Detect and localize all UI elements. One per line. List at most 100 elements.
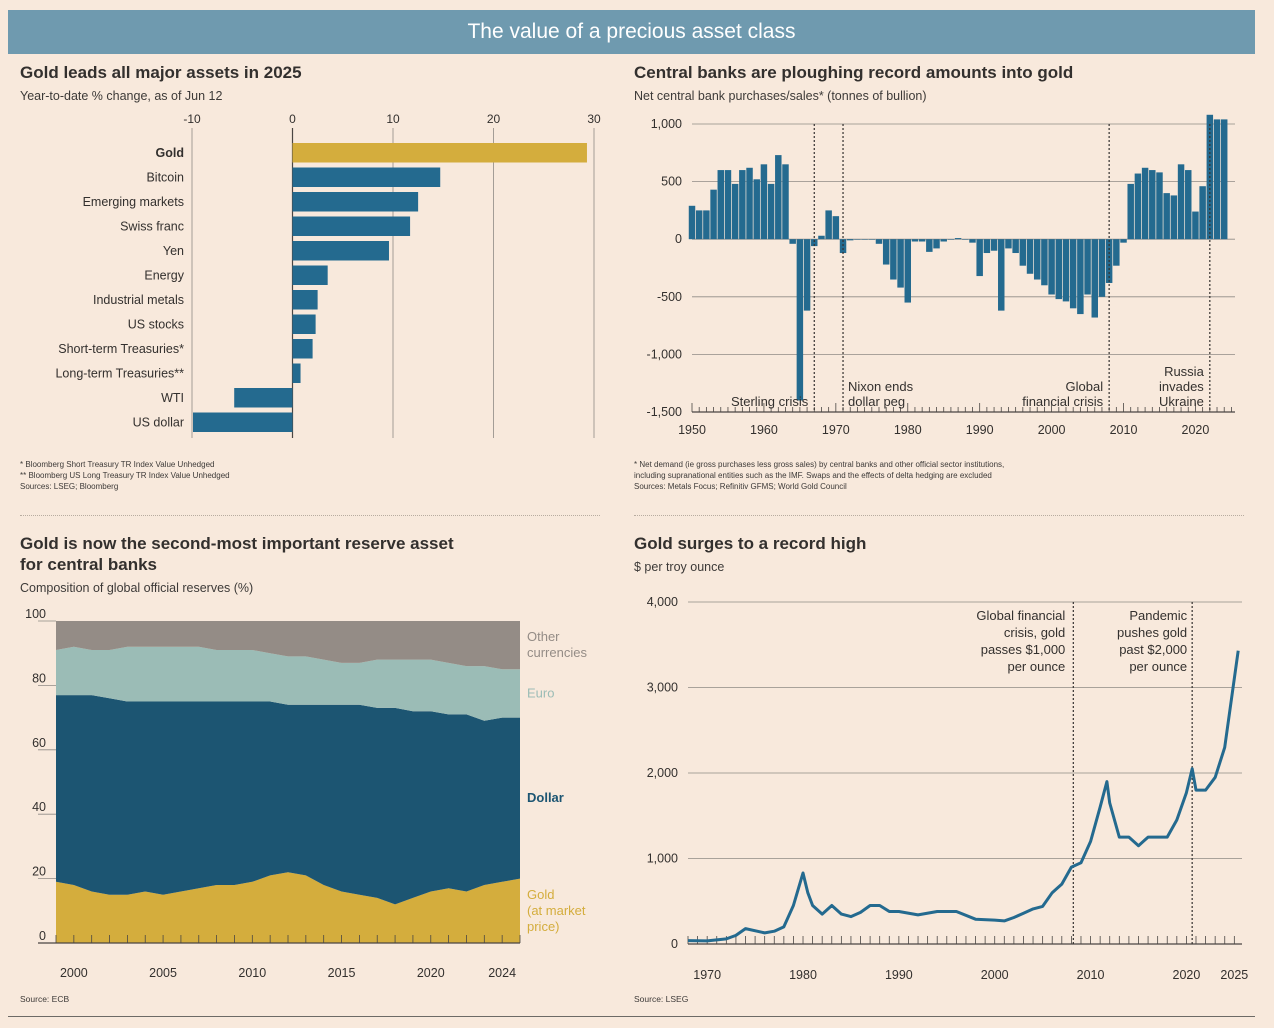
bar-year-1972 — [846, 239, 854, 241]
bar-year-1987 — [954, 238, 962, 240]
tick-label-x-2020: 2020 — [1182, 423, 1210, 437]
tick-label-x-2025: 2025 — [1220, 968, 1248, 982]
tick-label-y-60: 60 — [32, 736, 46, 750]
tick-label-x-2015: 2015 — [328, 966, 356, 980]
panel-reserves-header: Gold is now the second-most important re… — [20, 533, 610, 595]
bar-year-1971 — [839, 239, 847, 254]
bar-year-2002 — [1062, 239, 1070, 302]
tick-label-x-2010: 2010 — [238, 966, 266, 980]
tick-label-y-0: 0 — [671, 937, 678, 951]
central-bank-bar-chart: 1,000 500 0 -500 -1,000 -1,500 1950 1960 1970 198… — [647, 114, 1235, 437]
price-chart-source: Source: LSEG — [634, 994, 689, 1004]
gold-price-line — [687, 650, 1240, 943]
tick-label-y--1500: -1,500 — [647, 405, 682, 419]
category-label-yen: Yen — [163, 244, 184, 258]
tick-label-x-1950: 1950 — [678, 423, 706, 437]
bar-year-2011 — [1127, 183, 1134, 240]
bar-year-2013 — [1141, 167, 1149, 240]
reserves-area-chart: 0 20 40 60 80 100 2000 2005 2010 2015 2020 2024 Gold… — [25, 607, 587, 980]
category-label-us-dollar: US dollar — [133, 416, 184, 430]
series-label-gold-at-market-price: Gold (at market price) — [527, 887, 586, 934]
category-label-emerging-markets: Emerging markets — [83, 195, 184, 209]
bar-year-1960 — [760, 164, 768, 240]
bar-year-1989 — [969, 239, 976, 243]
tick-label-x-2020: 2020 — [1173, 968, 1201, 982]
bar-year-1980 — [904, 239, 911, 303]
tick-label-x-2024: 2024 — [488, 966, 516, 980]
panel-central-header: Central banks are ploughing record amoun… — [634, 62, 1254, 103]
bar-year-1978 — [890, 239, 897, 280]
bar-year-2003 — [1069, 239, 1077, 309]
tick-label-y--500: -500 — [657, 290, 682, 304]
category-label-long-term-treasuries: Long-term Treasuries** — [55, 367, 184, 381]
bar-year-2004 — [1077, 239, 1084, 315]
tick-label-x-20: 20 — [487, 112, 501, 126]
bar-year-1997 — [1026, 239, 1034, 274]
annotation-label-1: Nixon ends dollar peg — [848, 379, 914, 409]
bar-year-2009 — [1113, 239, 1120, 266]
tick-label-x-30: 30 — [587, 112, 601, 126]
annotation-label-0: Sterling crisis — [731, 394, 809, 409]
bar-year-1994 — [1005, 239, 1012, 249]
tick-label-y-40: 40 — [32, 800, 46, 814]
bar-gold — [292, 143, 587, 163]
bar-year-1962 — [775, 155, 782, 240]
tick-label-x-2000: 2000 — [981, 968, 1009, 982]
bar-year-1973 — [854, 239, 861, 240]
bar-year-1963 — [782, 164, 789, 240]
reserves-chart-title: Gold is now the second-most important re… — [20, 534, 454, 574]
bar-year-2018 — [1177, 164, 1185, 240]
bar-year-2021 — [1199, 186, 1206, 240]
bar-emerging-markets — [292, 192, 419, 212]
bar-year-1999 — [1041, 239, 1048, 286]
bar-year-1964 — [789, 239, 796, 244]
tick-label-y-20: 20 — [32, 865, 46, 879]
bar-year-1998 — [1033, 239, 1041, 280]
bar-year-2024 — [1220, 119, 1228, 240]
bar-year-1984 — [933, 239, 940, 249]
tick-label-x-2005: 2005 — [149, 966, 177, 980]
category-label-bitcoin: Bitcoin — [146, 171, 184, 185]
tick-label-x-1970: 1970 — [693, 968, 721, 982]
bar-year-1991 — [983, 239, 991, 254]
tick-label-x-1990: 1990 — [966, 423, 994, 437]
bar-year-2006 — [1091, 239, 1098, 318]
assets-chart-notes: * Bloomberg Short Treasury TR Index Valu… — [20, 460, 230, 491]
category-label-wti: WTI — [161, 391, 184, 405]
bar-year-2016 — [1163, 193, 1170, 240]
bar-year-2005 — [1084, 239, 1091, 295]
bottom-rule — [8, 1016, 1255, 1017]
bar-year-1950 — [688, 205, 696, 240]
bar-long-term-treasuries — [292, 363, 301, 383]
assets-chart-subtitle: Year-to-date % change, as of Jun 12 — [20, 89, 223, 103]
central-chart-subtitle: Net central bank purchases/sales* (tonne… — [634, 89, 927, 103]
tick-label-x-2010: 2010 — [1110, 423, 1138, 437]
bar-us-stocks — [292, 314, 316, 334]
series-label-dollar: Dollar — [527, 790, 564, 805]
bar-industrial-metals — [292, 290, 318, 310]
divider-right — [634, 515, 1244, 516]
tick-label-y-1000: 1,000 — [647, 852, 678, 866]
bar-year-2012 — [1134, 173, 1142, 240]
bar-year-1988 — [962, 239, 969, 240]
panel-price-header: Gold surges to a record high $ per troy … — [634, 533, 1254, 574]
price-chart-subtitle: $ per troy ounce — [634, 560, 725, 574]
tick-label-y-4000: 4,000 — [647, 595, 678, 609]
reserves-chart-subtitle: Composition of global official reserves … — [20, 581, 254, 595]
bar-swiss-franc — [292, 216, 411, 236]
gold-price-line-chart: 0 1,000 2,000 3,000 4,000 1970 1980 1990 2000 201… — [647, 595, 1249, 982]
bar-year-1983 — [926, 239, 933, 252]
central-chart-title: Central banks are ploughing record amoun… — [634, 63, 1074, 82]
page-title-banner: The value of a precious asset class — [8, 10, 1255, 54]
bar-year-1996 — [1019, 239, 1027, 266]
tick-label-x-0: 0 — [289, 112, 296, 126]
price-chart-title: Gold surges to a record high — [634, 534, 867, 553]
divider-left — [20, 515, 600, 516]
bar-year-1956 — [731, 183, 739, 240]
bar-year-2015 — [1156, 172, 1163, 240]
tick-label-x-1980: 1980 — [789, 968, 817, 982]
bar-yen — [292, 241, 389, 261]
bar-year-1968 — [818, 235, 825, 240]
bar-us-dollar — [193, 412, 293, 432]
bar-year-1995 — [1012, 239, 1019, 254]
